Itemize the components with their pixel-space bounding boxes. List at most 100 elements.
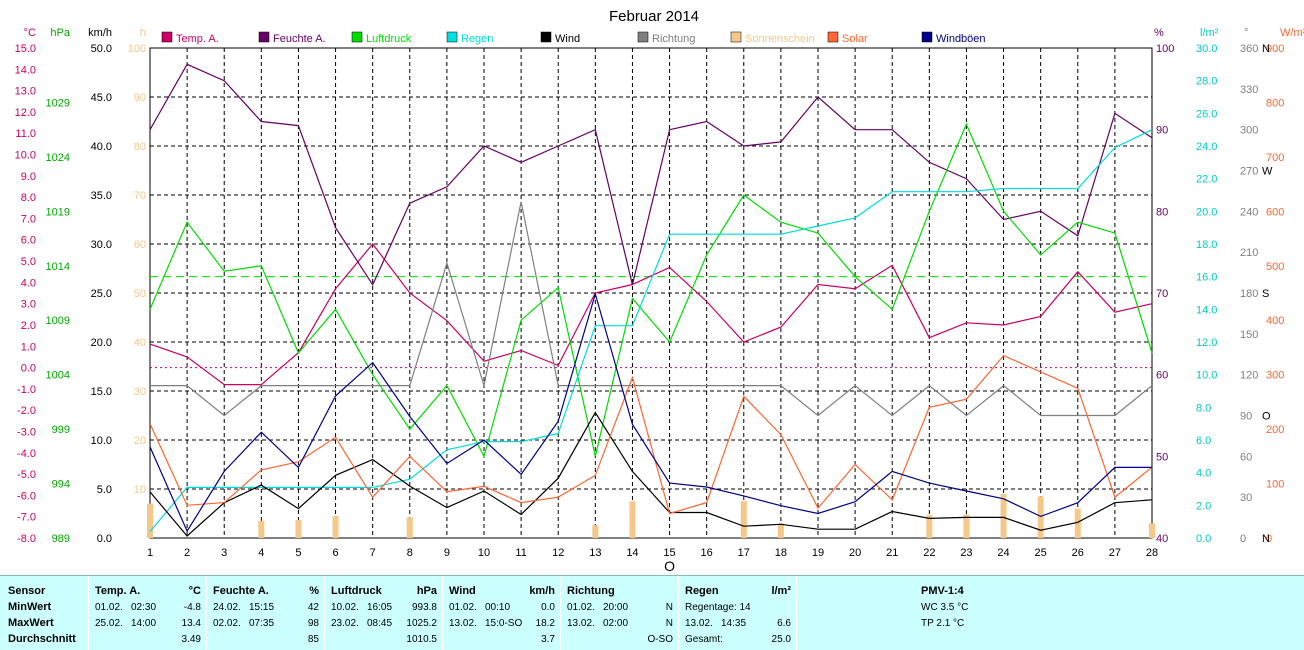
axis-tick-rain: 20.0 xyxy=(1196,206,1217,218)
axis-tick-temp: 1.0 xyxy=(21,341,36,353)
axis-tick-direction: 300 xyxy=(1240,125,1258,137)
stats-panel: Sensor MinWert MaxWert Durchschnitt Temp… xyxy=(0,575,1304,650)
axis-title-direction: ° xyxy=(1244,27,1248,39)
axis-tick-sun: 60 xyxy=(134,239,146,251)
stats-temp-min-time: 02:30 xyxy=(131,602,157,613)
stats-humidity-min-value: 42 xyxy=(307,602,319,613)
legend-label: Windböen xyxy=(936,33,986,45)
x-tick-label: 6 xyxy=(332,547,338,559)
axis-tick-pressure: 1024 xyxy=(46,152,70,164)
axis-tick-temp: 13.0 xyxy=(15,86,36,98)
stats-humidity-max-date: 02.02. xyxy=(213,618,241,629)
axis-tick-wind: 15.0 xyxy=(91,386,112,398)
sunshine-bar xyxy=(926,514,933,538)
axis-tick-direction: 360 xyxy=(1240,43,1258,55)
axis-tick-direction: 150 xyxy=(1240,329,1258,341)
axis-tick-rain: 0.0 xyxy=(1196,533,1211,545)
x-tick-label: 25 xyxy=(1035,547,1047,559)
axis-tick-rain: 28.0 xyxy=(1196,76,1217,88)
series-line-regen xyxy=(149,129,1153,532)
axis-tick-temp: -7.0 xyxy=(17,512,36,524)
axis-tick-sun: 30 xyxy=(134,386,146,398)
legend-label: Wind xyxy=(555,33,580,45)
axis-title-rain: l/m² xyxy=(1200,27,1219,39)
series-line-wind xyxy=(149,411,1153,537)
stats-row-min: MinWert xyxy=(8,601,52,613)
compass-label: W xyxy=(1262,166,1273,178)
stats-col-direction: Richtung 01.02. 20:00 N 13.02. 02:00 N O… xyxy=(560,576,679,650)
axis-tick-direction: 120 xyxy=(1240,370,1258,382)
axis-tick-rain: 2.0 xyxy=(1196,500,1211,512)
stats-humidity-header: Feuchte A. xyxy=(213,585,269,597)
axis-tick-wind: 20.0 xyxy=(91,337,112,349)
axis-tick-wind: 30.0 xyxy=(91,239,112,251)
legend-label: Temp. A. xyxy=(176,33,219,45)
axis-tick-rain: 22.0 xyxy=(1196,174,1217,186)
compass-label: O xyxy=(1262,411,1271,423)
stats-pressure-header: Luftdruck xyxy=(331,585,382,597)
stats-wind-min-time: 00:10 xyxy=(485,602,511,613)
axis-tick-pressure: 1004 xyxy=(46,370,70,382)
stats-row-avg: Durchschnitt xyxy=(8,633,76,645)
stats-rain-header: Regen xyxy=(685,585,719,597)
series-line-solar xyxy=(149,354,1153,515)
x-tick-label: 22 xyxy=(923,547,935,559)
stats-direction-avg: O-SO xyxy=(647,634,673,645)
stats-direction-min-date: 01.02. xyxy=(567,602,595,613)
axis-title-sun: h xyxy=(140,27,146,39)
legend-swatch xyxy=(446,31,458,43)
stats-humidity-min-time: 15:15 xyxy=(249,602,275,613)
axis-tick-humidity: 90 xyxy=(1156,125,1168,137)
x-tick-label: 2 xyxy=(184,547,190,559)
axis-title-solar: W/m² xyxy=(1280,27,1304,39)
x-tick-label: 1 xyxy=(147,547,153,559)
axis-tick-sun: 80 xyxy=(134,141,146,153)
x-tick-label: 9 xyxy=(444,547,450,559)
axis-tick-sun: 10 xyxy=(134,484,146,496)
stats-rain-total-label: Gesamt: xyxy=(685,634,723,645)
legend-swatch xyxy=(161,31,173,43)
axis-tick-wind: 50.0 xyxy=(91,43,112,55)
sunshine-bar xyxy=(295,519,302,538)
series-line-richtung xyxy=(150,201,1153,417)
axis-tick-rain: 16.0 xyxy=(1196,272,1217,284)
stats-col-pressure: Luftdruck hPa 10.02. 16:05 993.8 23.02. … xyxy=(324,576,443,650)
x-tick-label: 28 xyxy=(1146,547,1158,559)
sunshine-bar xyxy=(406,517,413,538)
stats-col-rain: Regen l/m² Regentage: 14 13.02. 14:35 6.… xyxy=(678,576,797,650)
axis-tick-temp: 8.0 xyxy=(21,192,36,204)
legend-swatch xyxy=(351,31,363,43)
sunshine-bar xyxy=(147,503,153,538)
axis-tick-humidity: 60 xyxy=(1156,370,1168,382)
stats-direction-max-value: N xyxy=(665,618,673,629)
axis-tick-direction: 60 xyxy=(1240,451,1252,463)
axis-tick-temp: 6.0 xyxy=(21,235,36,247)
legend-swatch xyxy=(827,31,839,43)
legend: Temp. A. Feuchte A. Luftdruck Regen Wind Rich… xyxy=(161,31,986,45)
sunshine-bar xyxy=(629,501,636,538)
stats-pressure-max-value: 1025.2 xyxy=(406,618,437,629)
axis-tick-humidity: 70 xyxy=(1156,288,1168,300)
x-tick-label: 4 xyxy=(258,547,264,559)
stats-pressure-min-date: 10.02. xyxy=(331,602,359,613)
stats-col-pmv: PMV-1:4 WC 3.5 °C TP 2.1 °C xyxy=(796,576,1304,650)
axis-tick-wind: 10.0 xyxy=(91,435,112,447)
stats-temp-max-time: 14:00 xyxy=(131,618,157,629)
axis-tick-solar: 300 xyxy=(1266,370,1284,382)
axis-tick-direction: 30 xyxy=(1240,492,1252,504)
axis-tick-temp: 0.0 xyxy=(21,363,36,375)
axis-title-wind: km/h xyxy=(88,27,112,39)
axis-tick-temp: 14.0 xyxy=(15,64,36,76)
sunshine-bar xyxy=(1000,493,1007,538)
axis-tick-direction: 0 xyxy=(1240,533,1246,545)
stats-direction-max-time: 02:00 xyxy=(603,618,629,629)
x-tick-label: 14 xyxy=(626,547,638,559)
axis-tick-solar: 500 xyxy=(1266,261,1284,273)
axis-tick-wind: 25.0 xyxy=(91,288,112,300)
axis-tick-direction: 90 xyxy=(1240,411,1252,423)
axis-tick-direction: 270 xyxy=(1240,166,1258,178)
axis-tick-rain: 6.0 xyxy=(1196,435,1211,447)
sunshine-bar xyxy=(963,514,970,538)
x-tick-label: 23 xyxy=(960,547,972,559)
stats-col-temp: Temp. A. °C 01.02. 02:30 -4.8 25.02. 14:… xyxy=(88,576,207,650)
